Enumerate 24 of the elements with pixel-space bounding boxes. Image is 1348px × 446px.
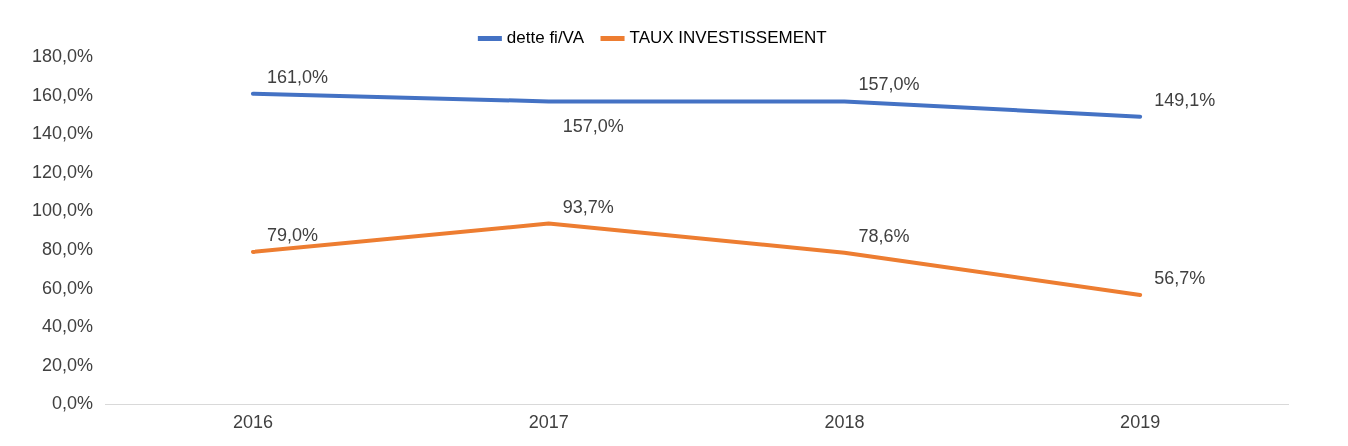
y-tick-label: 120,0% (31, 161, 94, 182)
x-tick-label: 2017 (528, 412, 569, 433)
data-label: 78,6% (858, 225, 910, 246)
data-label: 157,0% (562, 116, 624, 137)
y-tick-label: 40,0% (42, 316, 94, 337)
data-label: 149,1% (1154, 89, 1216, 110)
y-tick-label: 100,0% (31, 200, 94, 221)
y-tick-label: 180,0% (31, 45, 94, 66)
y-tick-label: 60,0% (42, 277, 94, 298)
x-tick-label: 2016 (232, 412, 273, 433)
y-tick-label: 0,0% (52, 393, 94, 414)
data-label: 93,7% (562, 196, 614, 217)
legend-label: TAUX INVESTISSEMENT (629, 28, 827, 48)
x-tick-label: 2018 (824, 412, 865, 433)
y-tick-label: 80,0% (42, 238, 94, 259)
data-label: 161,0% (266, 66, 328, 87)
data-label: 157,0% (858, 74, 920, 95)
data-label: 79,0% (266, 224, 318, 245)
data-label: 56,7% (1154, 267, 1206, 288)
y-tick-label: 160,0% (31, 84, 94, 105)
x-tick-label: 2019 (1120, 412, 1161, 433)
legend-label: dette fi/VA (506, 28, 585, 48)
y-tick-label: 140,0% (31, 123, 94, 144)
y-tick-label: 20,0% (42, 354, 94, 375)
